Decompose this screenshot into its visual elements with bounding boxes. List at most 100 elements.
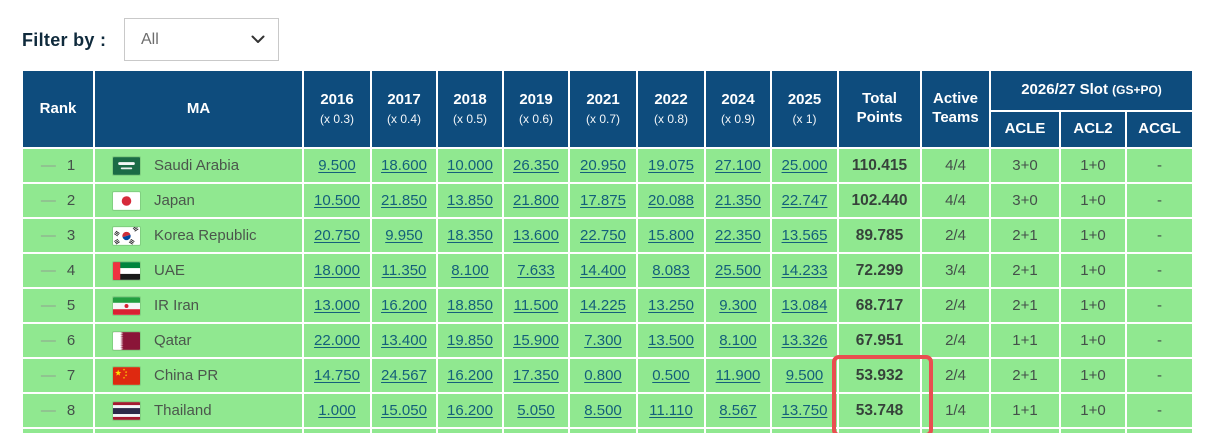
points-link[interactable]: 22.750 <box>580 227 626 244</box>
points-link[interactable]: 9.300 <box>719 297 757 314</box>
points-link[interactable]: 16.200 <box>447 402 493 419</box>
points-link[interactable]: 0.500 <box>652 367 690 384</box>
points-link[interactable]: 26.350 <box>513 157 559 174</box>
points-link[interactable]: 9.500 <box>318 157 356 174</box>
acle-cell: 3+0 <box>990 183 1060 218</box>
points-link[interactable]: 17.875 <box>580 192 626 209</box>
points-link[interactable]: 13.250 <box>648 297 694 314</box>
flag-saudi-arabia-icon <box>113 156 140 175</box>
points-link[interactable]: 14.225 <box>580 297 626 314</box>
points-link[interactable]: 13.084 <box>781 297 828 314</box>
year-label: 2017 <box>387 90 421 108</box>
points-link[interactable]: 21.850 <box>381 192 427 209</box>
points-link[interactable]: 22.350 <box>715 227 761 244</box>
points-link[interactable]: 9.950 <box>385 227 423 244</box>
points-link[interactable]: 10.000 <box>447 157 493 174</box>
points-cell: 17.875 <box>569 183 637 218</box>
filter-select[interactable]: All <box>124 18 279 61</box>
points-link[interactable]: 10.500 <box>314 192 360 209</box>
points-link[interactable]: 0.800 <box>584 367 622 384</box>
points-link[interactable]: 15.800 <box>648 227 694 244</box>
flag-qatar-icon <box>113 331 140 350</box>
points-link[interactable]: 13.850 <box>447 192 493 209</box>
acgl-cell: - <box>1126 148 1194 183</box>
total-points-cell: 72.299 <box>838 253 921 288</box>
points-cell: 13.750 <box>771 393 838 428</box>
points-link[interactable]: 15.900 <box>513 332 559 349</box>
flag-korea-republic-icon <box>113 226 140 245</box>
points-link[interactable]: 27.100 <box>715 157 761 174</box>
acle-cell: 2+1 <box>990 288 1060 323</box>
points-link[interactable]: 9.500 <box>785 367 824 384</box>
points-link[interactable]: 14.400 <box>580 262 626 279</box>
points-link[interactable]: 16.200 <box>447 367 493 384</box>
points-link[interactable]: 22.747 <box>781 192 828 209</box>
rank-number: 3 <box>66 227 76 244</box>
points-cell: 5.050 <box>503 393 569 428</box>
points-link[interactable]: 8.567 <box>719 402 757 419</box>
points-link[interactable]: 13.326 <box>781 332 828 349</box>
points-link[interactable]: 22.000 <box>314 332 360 349</box>
points-link[interactable]: 13.600 <box>513 227 559 244</box>
rank-cell: —1 <box>22 148 94 183</box>
points-link[interactable]: 20.088 <box>648 192 694 209</box>
header-total-points: Total Points <box>838 70 921 148</box>
points-link[interactable]: 13.565 <box>781 227 828 244</box>
year-label: 2018 <box>453 90 487 108</box>
points-cell: 8.100 <box>705 323 771 358</box>
country-name: IR Iran <box>154 297 200 314</box>
points-link[interactable]: 20.750 <box>314 227 360 244</box>
rank-cell: —3 <box>22 218 94 253</box>
points-link[interactable]: 19.075 <box>648 157 694 174</box>
points-link[interactable]: 15.050 <box>381 402 427 419</box>
points-link[interactable]: 11.110 <box>649 402 693 419</box>
points-link[interactable]: 14.233 <box>781 262 828 279</box>
points-link[interactable]: 19.850 <box>447 332 493 349</box>
points-link[interactable]: 21.350 <box>715 192 761 209</box>
total-points-cell: 68.717 <box>838 288 921 323</box>
points-link[interactable]: 13.500 <box>648 332 694 349</box>
points-link[interactable]: 20.950 <box>580 157 626 174</box>
points-link[interactable]: 13.400 <box>381 332 427 349</box>
points-link[interactable]: 13.000 <box>314 297 360 314</box>
header-year-2024: 2024 (x 0.9) <box>705 70 771 148</box>
points-link[interactable]: 8.083 <box>652 262 690 279</box>
points-link[interactable]: 11.350 <box>381 262 427 279</box>
points-link[interactable]: 8.100 <box>451 262 489 279</box>
rank-movement: — <box>40 227 56 244</box>
points-link[interactable]: 18.600 <box>381 157 427 174</box>
year-multiplier: (x 0.9) <box>720 112 755 127</box>
points-link[interactable]: 11.500 <box>513 297 559 314</box>
points-link[interactable]: 7.300 <box>584 332 622 349</box>
flag-ir-iran-icon <box>113 296 140 315</box>
points-link[interactable]: 8.100 <box>719 332 757 349</box>
points-link[interactable]: 7.633 <box>517 262 555 279</box>
rank-movement: — <box>40 402 56 419</box>
points-link[interactable]: 17.350 <box>513 367 559 384</box>
points-link[interactable]: 13.750 <box>781 402 828 419</box>
year-multiplier: (x 0.6) <box>518 112 553 127</box>
points-link[interactable]: 24.567 <box>381 367 427 384</box>
rank-number: 1 <box>66 157 76 174</box>
points-link[interactable]: 18.850 <box>447 297 493 314</box>
header-slot-group: 2026/27 Slot (GS+PO) <box>990 70 1194 111</box>
header-year-2016: 2016 (x 0.3) <box>303 70 371 148</box>
points-link[interactable]: 25.500 <box>715 262 761 279</box>
points-link[interactable]: 5.050 <box>517 402 555 419</box>
points-link[interactable]: 11.900 <box>715 367 761 384</box>
points-link[interactable]: 18.350 <box>447 227 493 244</box>
filter-select-value: All <box>141 30 159 48</box>
points-link[interactable]: 8.500 <box>584 402 622 419</box>
points-link[interactable]: 21.800 <box>513 192 559 209</box>
points-cell: 11.900 <box>705 358 771 393</box>
flag-japan-icon <box>113 191 140 210</box>
points-link[interactable]: 18.000 <box>314 262 360 279</box>
points-cell: 15.800 <box>637 218 705 253</box>
points-link[interactable]: 16.200 <box>381 297 427 314</box>
points-link[interactable]: 1.000 <box>318 402 356 419</box>
points-link[interactable]: 25.000 <box>781 157 828 174</box>
flag-uae-icon <box>113 261 140 280</box>
empty-cell <box>1060 428 1126 433</box>
points-cell: 8.083 <box>637 253 705 288</box>
points-link[interactable]: 14.750 <box>314 367 360 384</box>
